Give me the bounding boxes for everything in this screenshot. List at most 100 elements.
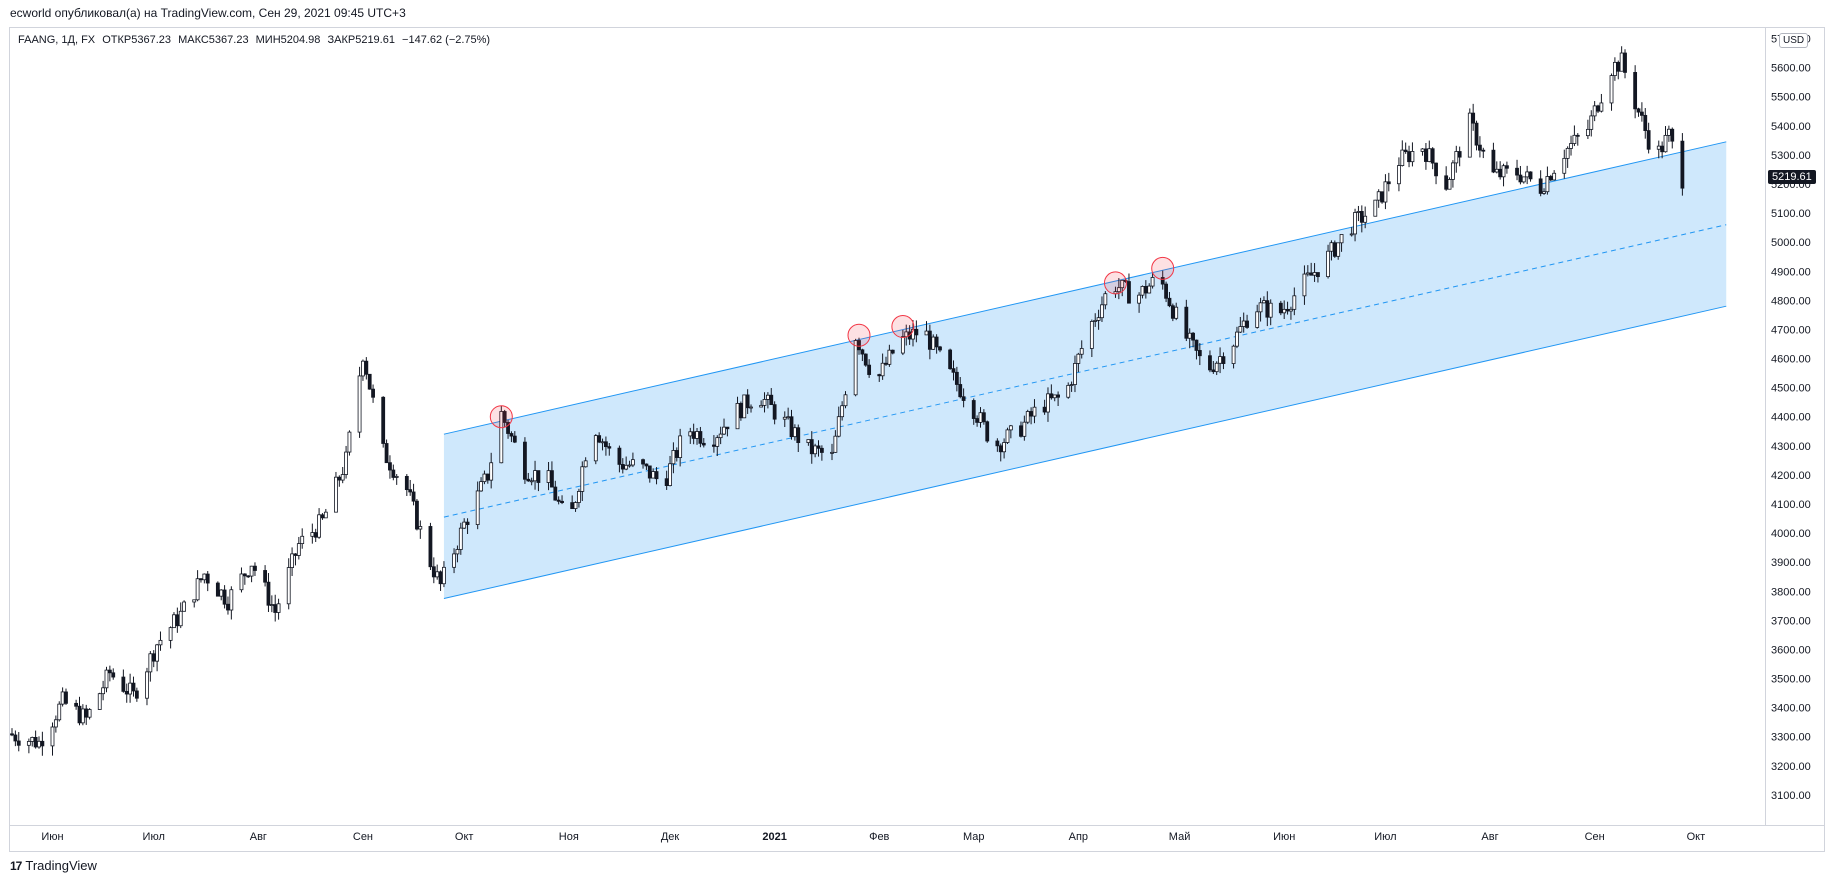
candle-up xyxy=(435,571,440,578)
candle-up xyxy=(749,406,753,409)
candle-up xyxy=(668,463,672,486)
candle-down xyxy=(934,336,939,348)
candle-up xyxy=(580,466,585,492)
candle-up xyxy=(1255,311,1260,328)
candle-up xyxy=(853,340,858,396)
candle-down xyxy=(644,463,649,467)
candle-down xyxy=(789,416,794,438)
currency-badge[interactable]: USD xyxy=(1779,33,1809,48)
candle-up xyxy=(583,460,588,468)
candle-up xyxy=(1150,277,1155,287)
candle-down xyxy=(1498,168,1503,178)
candle-up xyxy=(50,726,55,747)
candle-down xyxy=(10,733,14,736)
candle-up xyxy=(900,336,905,354)
candle-up xyxy=(735,402,740,430)
candle-down xyxy=(404,476,409,491)
candle-up xyxy=(101,687,106,695)
candle-down xyxy=(263,570,267,583)
candle-down xyxy=(151,653,156,662)
candle-up xyxy=(1008,425,1013,431)
candle-up xyxy=(1140,286,1145,296)
candle-down xyxy=(512,435,517,443)
candle-down xyxy=(698,431,703,444)
candle-up xyxy=(394,476,399,478)
candle-down xyxy=(1528,171,1533,180)
candle-down xyxy=(1471,112,1476,124)
candle-up xyxy=(30,736,35,742)
channel-lower-line xyxy=(443,305,1727,600)
candle-up xyxy=(53,719,58,728)
candle-down xyxy=(769,394,774,406)
candle-down xyxy=(1191,332,1195,341)
price-tick-label: 3700.00 xyxy=(1771,615,1811,627)
legend-low: 5204.98 xyxy=(280,34,321,46)
candle-up xyxy=(499,411,504,464)
channel-touch-marker xyxy=(1151,256,1175,280)
legend-low-label: МИН xyxy=(255,34,281,46)
candle-down xyxy=(654,471,659,480)
candle-down xyxy=(1407,151,1411,163)
candle-up xyxy=(1262,300,1266,304)
legend-change: −147.62 (−2.75%) xyxy=(402,34,491,46)
candle-up xyxy=(1565,147,1570,159)
legend-symbol[interactable]: FAANG, 1Д, FX xyxy=(18,34,96,46)
candle-up xyxy=(1376,191,1381,201)
candle-down xyxy=(816,445,821,449)
candle-down xyxy=(124,690,129,695)
time-tick-label: Авг xyxy=(250,831,267,843)
candle-up xyxy=(1552,172,1557,181)
candle-up xyxy=(57,703,62,721)
candle-down xyxy=(1197,350,1202,357)
candle-down xyxy=(1538,178,1543,194)
candle-down xyxy=(431,566,436,578)
candle-up xyxy=(26,741,31,746)
candle-up xyxy=(168,627,173,641)
candle-down xyxy=(1359,211,1364,223)
candle-up xyxy=(1312,272,1317,276)
candle-up xyxy=(836,416,841,437)
candle-down xyxy=(927,330,932,350)
candle-down xyxy=(408,489,413,493)
candle-down xyxy=(620,464,625,470)
price-tick-label: 3600.00 xyxy=(1771,644,1811,656)
candle-up xyxy=(361,360,365,377)
candle-down xyxy=(647,465,652,479)
candle-up xyxy=(1079,348,1084,355)
time-axis[interactable]: Июн Июл Авг Сен Окт Ноя Дек 2021 Фев Мар Апр Май Июн… xyxy=(41,831,1705,843)
candle-up xyxy=(1302,273,1307,297)
candle-down xyxy=(1670,128,1675,142)
candle-down xyxy=(597,435,602,443)
candle-up xyxy=(202,573,207,581)
candle-down xyxy=(1285,308,1290,312)
candle-up xyxy=(1235,331,1239,347)
legend-close: 5219.61 xyxy=(355,34,395,46)
time-tick-label: Май xyxy=(1169,831,1191,843)
candle-down xyxy=(860,349,865,355)
price-axis[interactable]: 3100.00 3200.00 3300.00 3400.00 3500.00 3600.… xyxy=(1771,34,1811,802)
tradingview-brand[interactable]: 17 TradingView xyxy=(10,858,97,873)
candle-up xyxy=(1336,242,1341,257)
candle-down xyxy=(867,364,872,375)
parallel-channel[interactable] xyxy=(443,141,1727,600)
candle-down xyxy=(1170,305,1175,319)
candle-up xyxy=(195,578,200,601)
candle-down xyxy=(293,553,298,556)
channel-touch-marker xyxy=(1103,271,1127,295)
candle-down xyxy=(266,581,271,606)
candle-down xyxy=(1056,394,1061,398)
candle-down xyxy=(1639,111,1644,116)
candle-down xyxy=(313,532,318,538)
candle-down xyxy=(411,491,416,502)
candle-up xyxy=(462,521,467,529)
candle-up xyxy=(546,470,551,483)
candle-down xyxy=(958,384,963,398)
candle-down xyxy=(975,418,980,423)
candle-up xyxy=(148,653,153,673)
candle-down xyxy=(1208,355,1212,371)
candle-down xyxy=(863,353,868,366)
candle-up xyxy=(1305,272,1310,275)
candle-down xyxy=(985,421,990,442)
candle-up xyxy=(887,349,892,365)
